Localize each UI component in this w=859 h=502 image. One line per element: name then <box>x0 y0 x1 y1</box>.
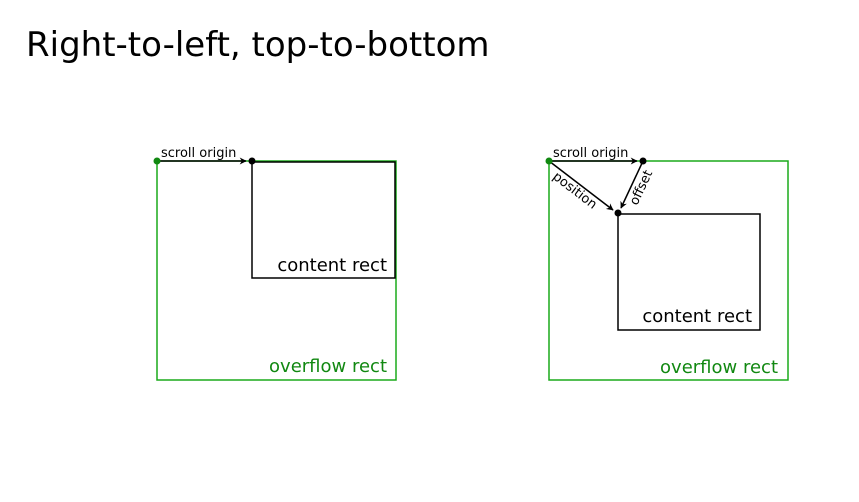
offset-label: offset <box>627 168 656 208</box>
diagram-left: scroll origin content rect overflow rect <box>153 146 397 381</box>
diagram-right: scroll origin position offset content re… <box>545 146 789 381</box>
overflow-rect-label-left: overflow rect <box>269 356 387 377</box>
content-rect-label-left: content rect <box>277 255 387 276</box>
scroll-origin-dot-left <box>153 157 161 165</box>
scroll-origin-label-left: scroll origin <box>161 146 236 161</box>
position-arrow <box>548 160 614 211</box>
content-rect-right <box>617 213 761 331</box>
overflow-rect-left <box>156 160 397 381</box>
scroll-origin-dot-right <box>545 157 553 165</box>
page-title: Right-to-left, top-to-bottom <box>26 25 490 65</box>
content-rect-left <box>251 161 396 279</box>
overflow-rect-right <box>548 160 789 381</box>
offset-arrow <box>620 160 644 209</box>
content-origin-dot-left <box>248 157 256 165</box>
position-label: position <box>550 169 600 212</box>
overflow-rect-label-right: overflow rect <box>660 357 778 378</box>
scroll-origin-label-right: scroll origin <box>553 146 628 161</box>
offset-start-dot <box>639 157 647 165</box>
content-origin-dot-right <box>614 209 622 217</box>
content-rect-label-right: content rect <box>642 306 752 327</box>
